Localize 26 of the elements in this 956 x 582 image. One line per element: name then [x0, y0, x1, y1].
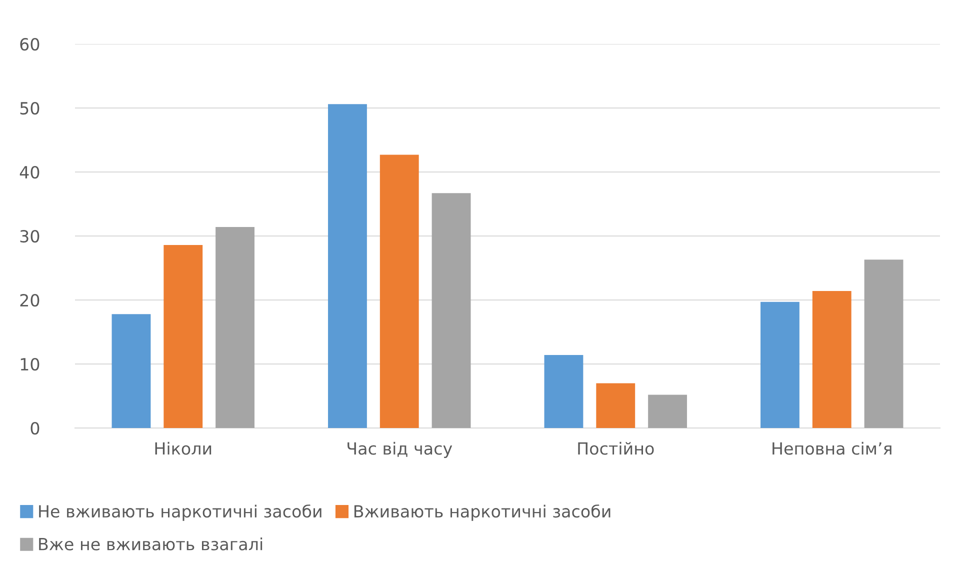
y-tick-label: 10 [20, 358, 40, 371]
bar [760, 302, 800, 428]
y-tick-label: 0 [30, 422, 40, 435]
bar [596, 383, 636, 428]
bar [432, 193, 471, 428]
bar [112, 314, 151, 428]
bar [328, 104, 367, 428]
x-tick-label: Ніколи [155, 442, 212, 455]
y-tick-label: 50 [20, 102, 40, 115]
bar [864, 260, 904, 428]
bar [164, 244, 203, 428]
y-tick-label: 30 [20, 230, 40, 243]
y-tick-label: 40 [20, 166, 40, 179]
bar [648, 394, 687, 428]
y-tick-label: 20 [20, 294, 40, 307]
y-tick-label: 60 [20, 38, 40, 51]
bar [812, 291, 852, 428]
x-tick-label: Постійно [578, 442, 654, 455]
x-tick-label: Час від часу [348, 442, 452, 458]
x-tick-label: Неповна сім’я [772, 442, 892, 455]
bar [216, 227, 254, 428]
legend-label: Не вживають наркотичні засоби [39, 504, 322, 521]
bar [380, 154, 419, 428]
bar [544, 355, 584, 428]
legend-label: Вживають наркотичні засоби [354, 504, 610, 521]
legend-label: Вже не вживають взагалі [39, 538, 262, 550]
